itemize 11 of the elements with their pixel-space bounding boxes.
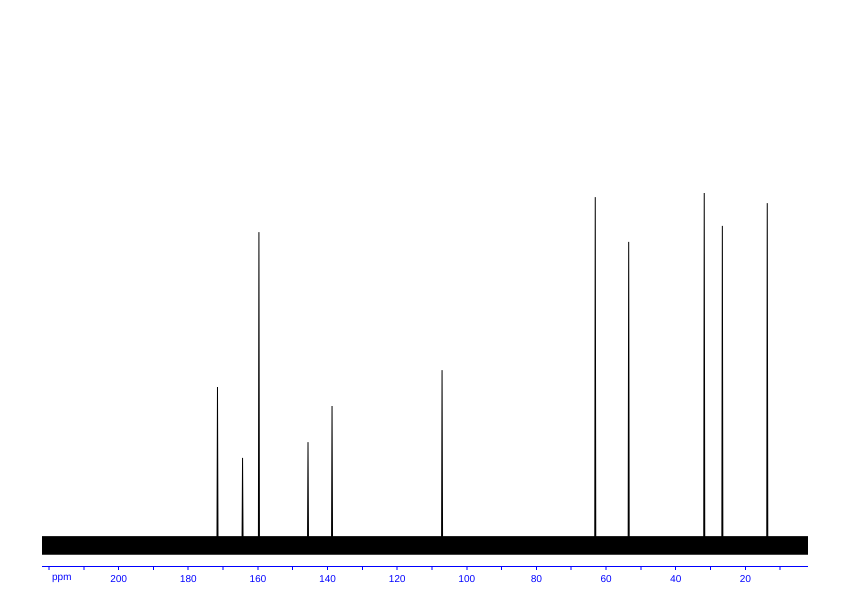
x-tick-label: 140: [319, 574, 336, 585]
x-tick-label: 200: [110, 574, 128, 585]
x-tick-label: 60: [600, 574, 612, 585]
x-tick-label: 80: [530, 574, 542, 585]
x-tick-label: 180: [180, 574, 198, 585]
x-tick-label: 40: [670, 574, 682, 585]
x-tick-label: 160: [250, 574, 267, 585]
x-tick-label: 100: [458, 574, 476, 585]
x-tick-label: 120: [388, 574, 406, 585]
x-tick-label: 20: [740, 574, 752, 585]
x-axis-title: ppm: [52, 572, 72, 583]
